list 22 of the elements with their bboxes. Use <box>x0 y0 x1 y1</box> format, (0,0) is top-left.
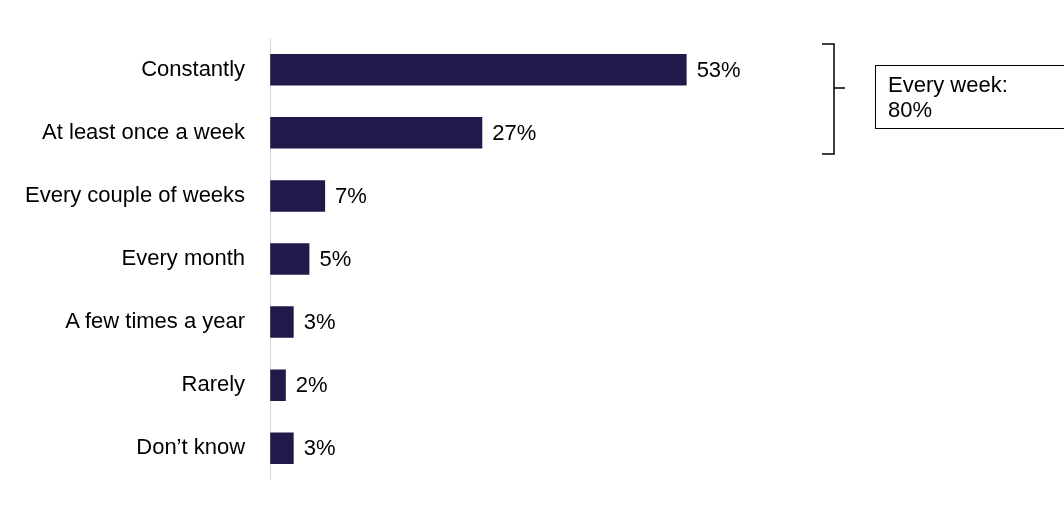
y-tick-label: Every couple of weeks <box>25 181 246 207</box>
data-label: 27% <box>492 119 537 145</box>
bar <box>270 369 286 401</box>
bar <box>270 306 294 338</box>
bar <box>270 180 326 212</box>
bar <box>270 53 687 86</box>
y-tick-label: Constantly <box>141 55 246 81</box>
y-tick-label: Every month <box>121 245 246 271</box>
y-tick-label: A few times a year <box>65 308 246 334</box>
data-label: 5% <box>319 246 352 272</box>
text: Every week: 80% <box>875 65 1064 129</box>
y-tick-label: At least once a week <box>42 118 247 144</box>
bar <box>270 117 483 149</box>
bar <box>270 432 294 465</box>
data-label: 7% <box>335 182 367 208</box>
y-tick-label: Rarely <box>181 371 246 397</box>
y-tick-label: Don’t know <box>136 434 246 460</box>
bar <box>270 243 310 275</box>
data-label: 2% <box>295 372 328 398</box>
data-label: 3% <box>303 309 336 335</box>
data-label: 3% <box>303 435 336 461</box>
data-label: 53% <box>696 56 741 82</box>
